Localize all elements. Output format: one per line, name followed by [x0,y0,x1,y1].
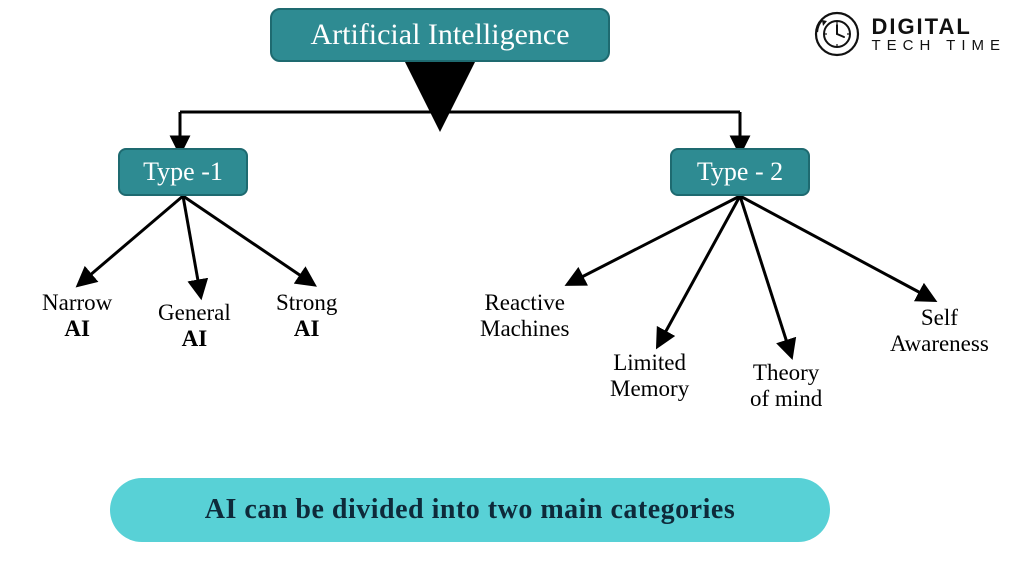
leaf-strong-ai: Strong AI [276,290,337,343]
leaf-general-ai: General AI [158,300,231,353]
brand-logo: DIGITAL TECH TIME [813,10,1006,58]
leaf-line2: AI [276,316,337,342]
clock-back-icon [813,10,861,58]
logo-line1: DIGITAL [871,16,1006,38]
leaf-theory-of-mind: Theory of mind [750,360,822,413]
branch-node-type-1: Type -1 [118,148,248,196]
leaf-limited-memory: Limited Memory [610,350,689,403]
caption-text: AI can be divided into two main categori… [205,494,735,526]
leaf-line2: AI [42,316,112,342]
leaf-line1: Limited [610,350,689,376]
leaf-line1: Strong [276,290,337,316]
leaf-narrow-ai: Narrow AI [42,290,112,343]
leaf-line2: Memory [610,376,689,402]
leaf-reactive-machines: Reactive Machines [480,290,569,343]
root-label: Artificial Intelligence [310,18,569,52]
leaf-line1: Reactive [480,290,569,316]
leaf-line1: Narrow [42,290,112,316]
leaf-self-awareness: Self Awareness [890,305,989,358]
logo-line2: TECH TIME [871,38,1006,53]
branch-node-type-2: Type - 2 [670,148,810,196]
leaf-line2: of mind [750,386,822,412]
leaf-line1: Theory [750,360,822,386]
root-node-artificial-intelligence: Artificial Intelligence [270,8,610,62]
branch-label: Type -1 [143,157,223,187]
leaf-line2: AI [158,326,231,352]
leaf-line1: General [158,300,231,326]
leaf-line2: Machines [480,316,569,342]
leaf-line1: Self [890,305,989,331]
caption-banner: AI can be divided into two main categori… [110,478,830,542]
leaf-line2: Awareness [890,331,989,357]
branch-label: Type - 2 [697,157,783,187]
